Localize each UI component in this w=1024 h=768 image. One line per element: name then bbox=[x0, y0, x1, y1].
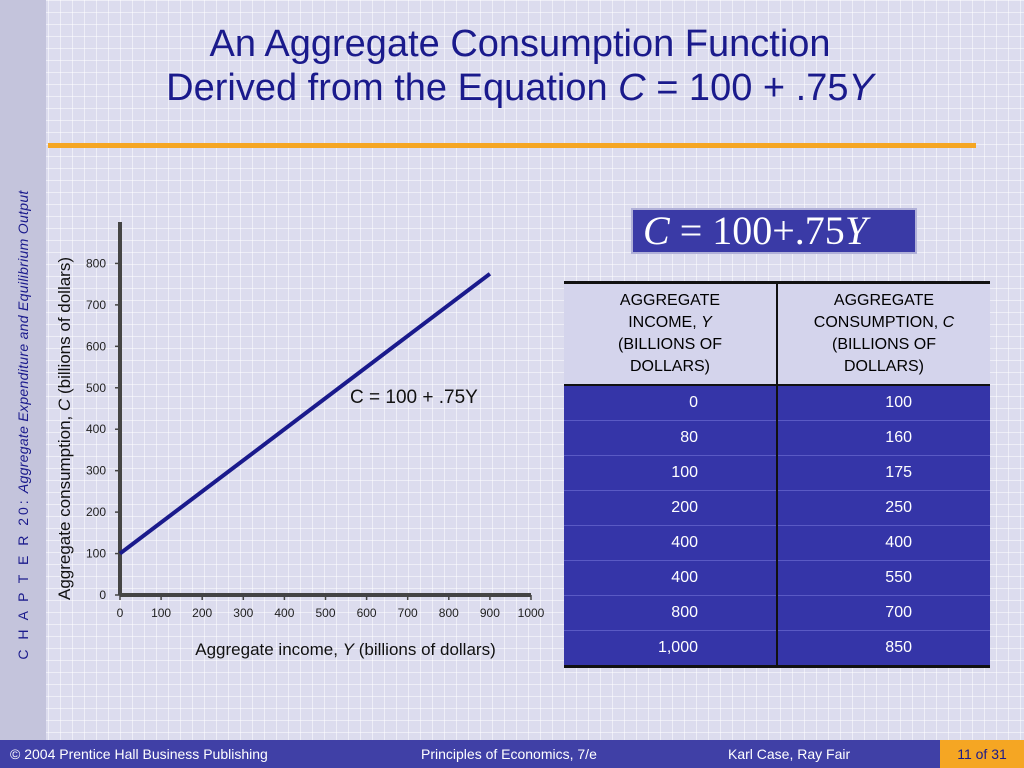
x-tick-label: 200 bbox=[192, 606, 212, 620]
chapter-number: C H A P T E R 20: bbox=[15, 497, 31, 660]
y-tick-label: 500 bbox=[86, 381, 106, 395]
title-line-1: An Aggregate Consumption Function bbox=[209, 23, 831, 65]
consumption-cell: 175 bbox=[776, 455, 990, 491]
y-tick-label: 600 bbox=[86, 339, 106, 353]
equation-mid: = 100+.75 bbox=[679, 208, 845, 253]
header-consumption-line3: (BILLIONS OF bbox=[831, 336, 937, 353]
line-label: C = 100 + .75Y bbox=[350, 387, 478, 408]
equation-var-c: C bbox=[643, 208, 670, 253]
table-row: 800 700 bbox=[564, 595, 990, 631]
table-row: 100 175 bbox=[564, 455, 990, 491]
income-cell: 100 bbox=[564, 455, 777, 491]
consumption-cell: 100 bbox=[776, 385, 990, 421]
income-cell: 400 bbox=[564, 560, 777, 596]
header-income-var: Y bbox=[701, 314, 712, 331]
footer-book: Principles of Economics, 7/e bbox=[421, 746, 597, 762]
x-tick-label: 800 bbox=[439, 606, 459, 620]
income-cell: 0 bbox=[564, 385, 777, 421]
table-row: 1,000 850 bbox=[564, 630, 990, 667]
table-header-row: AGGREGATE INCOME, Y (BILLIONS OF DOLLARS… bbox=[564, 282, 990, 386]
income-cell: 80 bbox=[564, 420, 777, 456]
header-income-line3: (BILLIONS OF bbox=[617, 336, 723, 353]
equation-box: C = 100+.75Y bbox=[631, 208, 917, 254]
header-consumption-line4: DOLLARS) bbox=[843, 358, 925, 375]
table-row: 0 100 bbox=[564, 385, 990, 421]
y-tick-label: 200 bbox=[86, 505, 106, 519]
header-income-line1: AGGREGATE bbox=[619, 292, 721, 309]
income-cell: 400 bbox=[564, 525, 777, 561]
table-row: 200 250 bbox=[564, 490, 990, 526]
x-tick-label: 700 bbox=[398, 606, 418, 620]
x-axis-label: Aggregate income, Y (billions of dollars… bbox=[195, 640, 496, 659]
y-tick-label: 400 bbox=[86, 422, 106, 436]
header-income: AGGREGATE INCOME, Y (BILLIONS OF DOLLARS… bbox=[564, 282, 777, 386]
consumption-cell: 700 bbox=[776, 595, 990, 631]
title-var-y: Y bbox=[848, 67, 874, 109]
x-tick-label: 600 bbox=[357, 606, 377, 620]
consumption-chart: 0 100 200 300 400 500 600 700 800 0 100 200 300 400 50… bbox=[55, 222, 545, 659]
header-income-line2: INCOME, bbox=[628, 314, 702, 331]
income-cell: 1,000 bbox=[564, 630, 777, 667]
x-tick-label: 300 bbox=[233, 606, 253, 620]
slide-title: An Aggregate Consumption Function Derive… bbox=[60, 22, 980, 110]
chapter-name: Aggregate Expenditure and Equilibrium Ou… bbox=[15, 190, 31, 494]
title-var-c: C bbox=[618, 67, 646, 109]
table-row: 400 550 bbox=[564, 560, 990, 596]
consumption-cell: 160 bbox=[776, 420, 990, 456]
y-axis-label: Aggregate consumption, C (billions of do… bbox=[55, 257, 74, 600]
header-consumption-line2: CONSUMPTION, bbox=[813, 314, 943, 331]
slide-footer: © 2004 Prentice Hall Business Publishing… bbox=[0, 740, 1024, 768]
title-line-2-mid: = 100 + .75 bbox=[656, 67, 849, 109]
income-cell: 800 bbox=[564, 595, 777, 631]
header-consumption: AGGREGATE CONSUMPTION, C (BILLIONS OF DO… bbox=[776, 282, 990, 386]
consumption-line bbox=[118, 272, 492, 556]
table-row: 80 160 bbox=[564, 420, 990, 456]
consumption-cell: 550 bbox=[776, 560, 990, 596]
x-tick-label: 400 bbox=[274, 606, 294, 620]
title-line-2: Derived from the Equation C = 100 + .75Y bbox=[60, 66, 980, 110]
income-consumption-table: AGGREGATE INCOME, Y (BILLIONS OF DOLLARS… bbox=[564, 281, 990, 668]
consumption-cell: 250 bbox=[776, 490, 990, 526]
consumption-cell: 850 bbox=[776, 630, 990, 667]
title-line-2-prefix: Derived from the Equation bbox=[166, 67, 608, 109]
x-tick-label: 500 bbox=[315, 606, 335, 620]
header-consumption-line1: AGGREGATE bbox=[833, 292, 935, 309]
sidebar-strip: C H A P T E R 20: Aggregate Expenditure … bbox=[0, 0, 46, 740]
chapter-label: C H A P T E R 20: Aggregate Expenditure … bbox=[15, 190, 31, 659]
y-tick-label: 100 bbox=[86, 547, 106, 561]
y-tick-label: 700 bbox=[86, 298, 106, 312]
y-tick-label: 300 bbox=[86, 464, 106, 478]
x-tick-label: 0 bbox=[117, 606, 124, 620]
page-number: 11 of 31 bbox=[940, 740, 1024, 768]
header-consumption-var: C bbox=[942, 314, 955, 331]
consumption-cell: 400 bbox=[776, 525, 990, 561]
equation-var-y: Y bbox=[844, 208, 868, 253]
footer-authors: Karl Case, Ray Fair bbox=[728, 746, 851, 762]
header-income-line4: DOLLARS) bbox=[629, 358, 711, 375]
title-divider bbox=[48, 143, 976, 148]
x-tick-label: 100 bbox=[151, 606, 171, 620]
income-cell: 200 bbox=[564, 490, 777, 526]
y-tick-label: 800 bbox=[86, 256, 106, 270]
y-tick-label: 0 bbox=[99, 588, 106, 602]
x-tick-label: 900 bbox=[480, 606, 500, 620]
x-tick-label: 1000 bbox=[518, 606, 545, 620]
footer-copyright: © 2004 Prentice Hall Business Publishing bbox=[10, 746, 268, 762]
table-row: 400 400 bbox=[564, 525, 990, 561]
